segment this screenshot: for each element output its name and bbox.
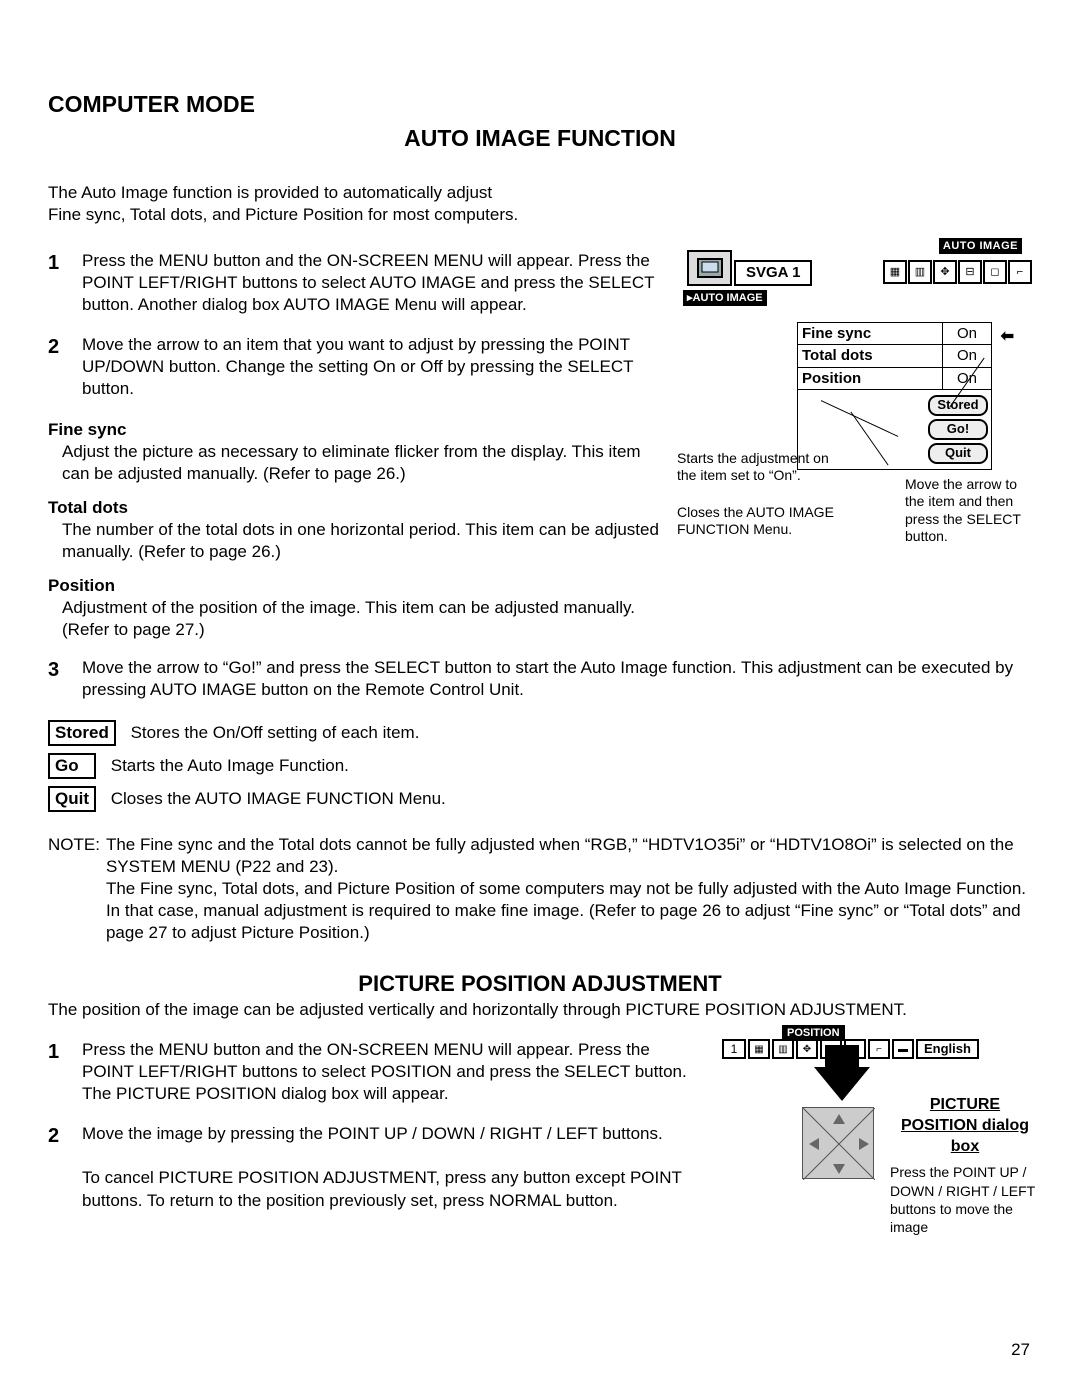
auto-image-title: AUTO IMAGE FUNCTION bbox=[48, 124, 1032, 154]
picture-position-intro: The position of the image can be adjuste… bbox=[48, 999, 1032, 1021]
figure-tag-left: ▸AUTO IMAGE bbox=[683, 290, 767, 306]
picture-position-figure: POSITION 1 ▦ ▥ ✥ ⊟ ◻ ⌐ ▬ English bbox=[722, 1039, 1022, 1229]
stored-desc: Stores the On/Off setting of each item. bbox=[131, 723, 420, 742]
fine-sync-desc: Adjust the picture as necessary to elimi… bbox=[62, 441, 669, 485]
step-item: 1 Press the MENU button and the ON-SCREE… bbox=[48, 1039, 704, 1105]
toolbar-icon: ⊟ bbox=[958, 260, 982, 284]
picture-position-title: PICTURE POSITION ADJUSTMENT bbox=[48, 970, 1032, 999]
dialog-row: Total dotsOn bbox=[798, 345, 991, 368]
dpad-icon bbox=[802, 1107, 874, 1179]
step-body: Press the MENU button and the ON-SCREEN … bbox=[82, 250, 669, 316]
menu-bar-2: 1 ▦ ▥ ✥ ⊟ ◻ ⌐ ▬ English bbox=[722, 1039, 1022, 1059]
go-button: Go! bbox=[928, 419, 988, 440]
toolbar-icons: ▦ ▥ ✥ ⊟ ◻ ⌐ bbox=[883, 260, 1032, 286]
step-item: 3 Move the arrow to “Go!” and press the … bbox=[48, 657, 1032, 701]
menu-number: 1 bbox=[722, 1039, 746, 1059]
go-row: Go Starts the Auto Image Function. bbox=[48, 753, 1032, 779]
toolbar-icon: ▥ bbox=[772, 1039, 794, 1059]
figure-caption: Closes the AUTO IMAGE FUNCTION Menu. bbox=[677, 504, 857, 539]
toolbar-icon: ▬ bbox=[892, 1039, 914, 1059]
fine-sync-heading: Fine sync bbox=[48, 419, 669, 441]
go-label: Go bbox=[48, 753, 96, 779]
step-item: 1 Press the MENU button and the ON-SCREE… bbox=[48, 250, 669, 316]
down-arrow-icon bbox=[814, 1067, 870, 1101]
quit-label: Quit bbox=[48, 786, 96, 812]
intro-line: Fine sync, Total dots, and Picture Posit… bbox=[48, 204, 568, 226]
stored-button: Stored bbox=[928, 395, 988, 416]
step-body: Press the MENU button and the ON-SCREEN … bbox=[82, 1039, 704, 1105]
mode-label: SVGA 1 bbox=[734, 260, 812, 286]
toolbar-icon: ⌐ bbox=[1008, 260, 1032, 284]
toolbar-icon: ⌐ bbox=[868, 1039, 890, 1059]
position-desc: Adjustment of the position of the image.… bbox=[62, 597, 669, 641]
auto-image-intro: The Auto Image function is provided to a… bbox=[48, 182, 568, 226]
step-number: 1 bbox=[48, 1039, 82, 1105]
menu-icon bbox=[687, 250, 732, 286]
step-number: 3 bbox=[48, 657, 82, 701]
step-number: 2 bbox=[48, 1123, 82, 1211]
stored-row: Stored Stores the On/Off setting of each… bbox=[48, 720, 1032, 746]
step-item: 2 Move the image by pressing the POINT U… bbox=[48, 1123, 704, 1211]
step-number: 2 bbox=[48, 334, 82, 400]
dialog-row: Fine syncOn bbox=[798, 323, 991, 346]
dialog-title: PICTURE POSITION dialog box bbox=[890, 1095, 1040, 1157]
figure-caption: Move the arrow to the item and then pres… bbox=[905, 476, 1040, 546]
toolbar-icon: ▥ bbox=[908, 260, 932, 284]
toolbar-icon: ▦ bbox=[883, 260, 907, 284]
auto-image-dialog: Fine syncOn Total dotsOn PositionOn Stor… bbox=[797, 322, 992, 470]
note-body: The Fine sync and the Total dots cannot … bbox=[106, 834, 1032, 944]
quit-desc: Closes the AUTO IMAGE FUNCTION Menu. bbox=[111, 789, 446, 808]
menu-bar: SVGA 1 ▦ ▥ ✥ ⊟ ◻ ⌐ bbox=[687, 250, 1032, 286]
position-heading: Position bbox=[48, 575, 669, 597]
auto-image-figure: AUTO IMAGE SVGA 1 ▦ ▥ ✥ ⊟ ◻ ⌐ bbox=[687, 250, 1032, 550]
quit-row: Quit Closes the AUTO IMAGE FUNCTION Menu… bbox=[48, 786, 1032, 812]
go-desc: Starts the Auto Image Function. bbox=[111, 756, 349, 775]
toolbar-icon: ✥ bbox=[796, 1039, 818, 1059]
note-block: NOTE: The Fine sync and the Total dots c… bbox=[48, 834, 1032, 944]
language-label: English bbox=[916, 1039, 979, 1059]
page-number: 27 bbox=[1011, 1339, 1030, 1361]
toolbar-icon: ▦ bbox=[748, 1039, 770, 1059]
total-dots-heading: Total dots bbox=[48, 497, 669, 519]
note-label: NOTE: bbox=[48, 834, 106, 944]
position-tag: POSITION bbox=[782, 1025, 845, 1041]
step-item: 2 Move the arrow to an item that you wan… bbox=[48, 334, 669, 400]
dialog-caption: Press the POINT UP / DOWN / RIGHT / LEFT… bbox=[890, 1163, 1040, 1236]
mode-heading: COMPUTER MODE bbox=[48, 90, 1032, 120]
step-body: Move the arrow to an item that you want … bbox=[82, 334, 669, 400]
step-body: Move the arrow to “Go!” and press the SE… bbox=[82, 657, 1032, 701]
stored-label: Stored bbox=[48, 720, 116, 746]
total-dots-desc: The number of the total dots in one hori… bbox=[62, 519, 669, 563]
quit-button: Quit bbox=[928, 443, 988, 464]
toolbar-icon: ◻ bbox=[983, 260, 1007, 284]
intro-line: The Auto Image function is provided to a… bbox=[48, 182, 568, 204]
toolbar-icon: ✥ bbox=[933, 260, 957, 284]
figure-caption: Starts the adjustment on the item set to… bbox=[677, 450, 842, 485]
pointer-arrow-icon: ⬅ bbox=[1001, 327, 1014, 348]
step-number: 1 bbox=[48, 250, 82, 316]
step-body: Move the image by pressing the POINT UP … bbox=[82, 1123, 704, 1211]
